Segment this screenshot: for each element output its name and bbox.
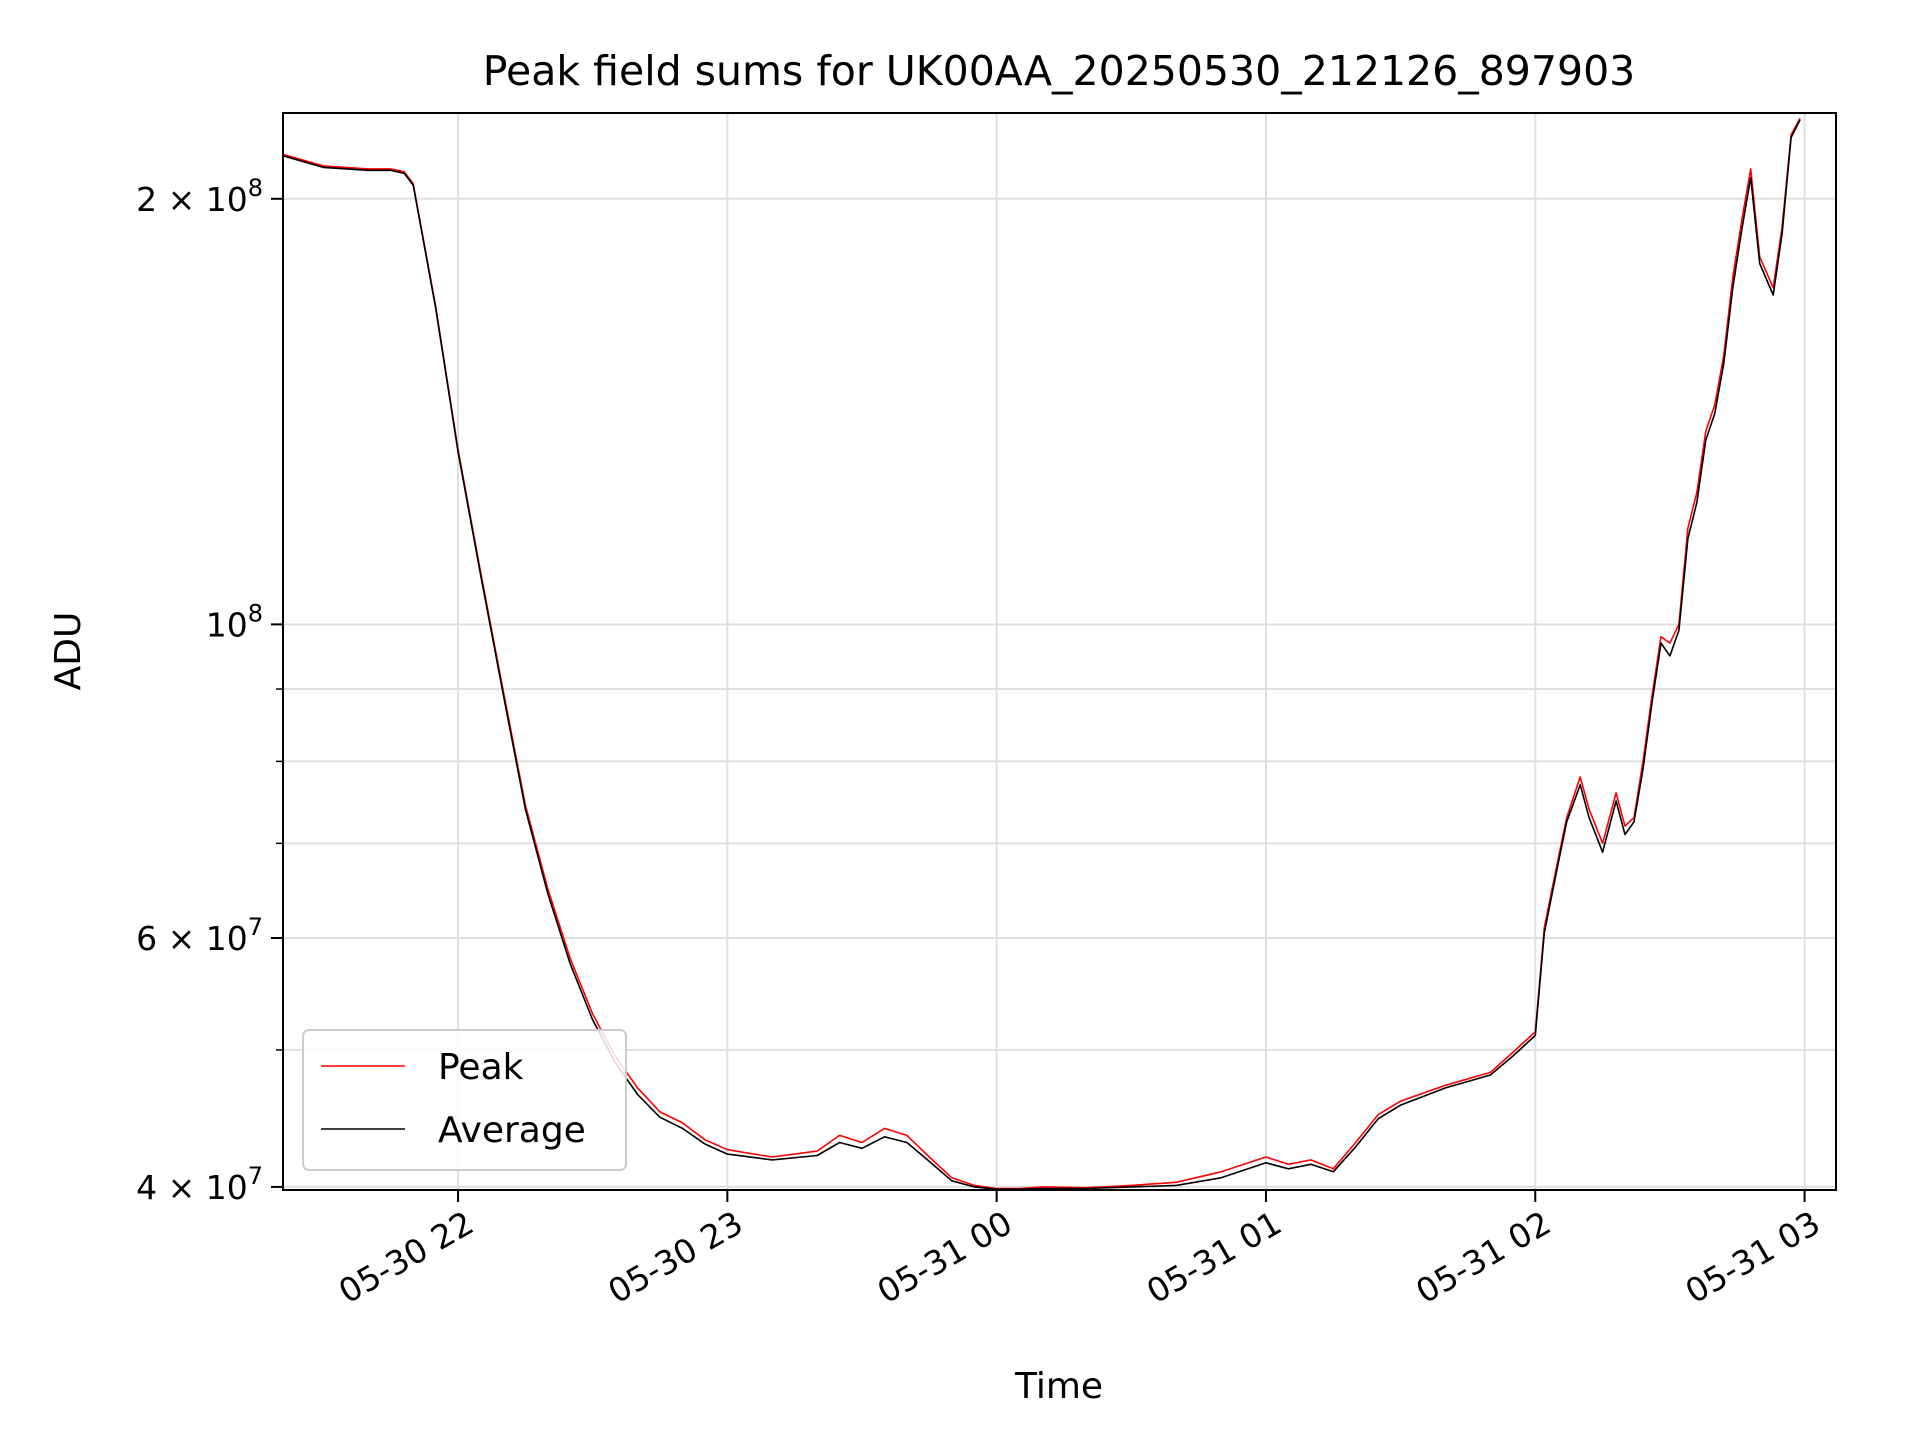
x-axis-label: Time (1014, 1366, 1103, 1407)
y-tick-exponent: 7 (248, 1162, 263, 1190)
legend: Peak Average (302, 1029, 627, 1171)
series-line-average (283, 119, 1801, 1190)
y-tick-label: 108 (206, 599, 263, 644)
y-tick-base: 4 × 10 (136, 1168, 248, 1207)
y-tick-label: 4 × 107 (136, 1162, 263, 1207)
legend-label-peak: Peak (438, 1047, 524, 1088)
y-tick-exponent: 8 (248, 599, 263, 627)
series-layer (283, 118, 1801, 1190)
y-tick-base: 2 × 10 (136, 180, 248, 219)
y-axis-label: ADU (48, 612, 89, 691)
legend-label-average: Average (438, 1110, 586, 1151)
y-tick-base: 10 (206, 605, 248, 644)
series-line-peak (283, 118, 1801, 1190)
y-tick-base: 6 × 10 (136, 919, 248, 958)
legend-box (302, 1029, 627, 1171)
y-tick-label: 2 × 108 (136, 174, 263, 219)
plot-frame (282, 112, 1837, 1191)
y-tick-label: 6 × 107 (136, 913, 263, 958)
y-tick-exponent: 7 (248, 913, 263, 941)
y-tick-exponent: 8 (248, 174, 263, 202)
chart-title: Peak field sums for UK00AA_20250530_2121… (483, 47, 1635, 95)
